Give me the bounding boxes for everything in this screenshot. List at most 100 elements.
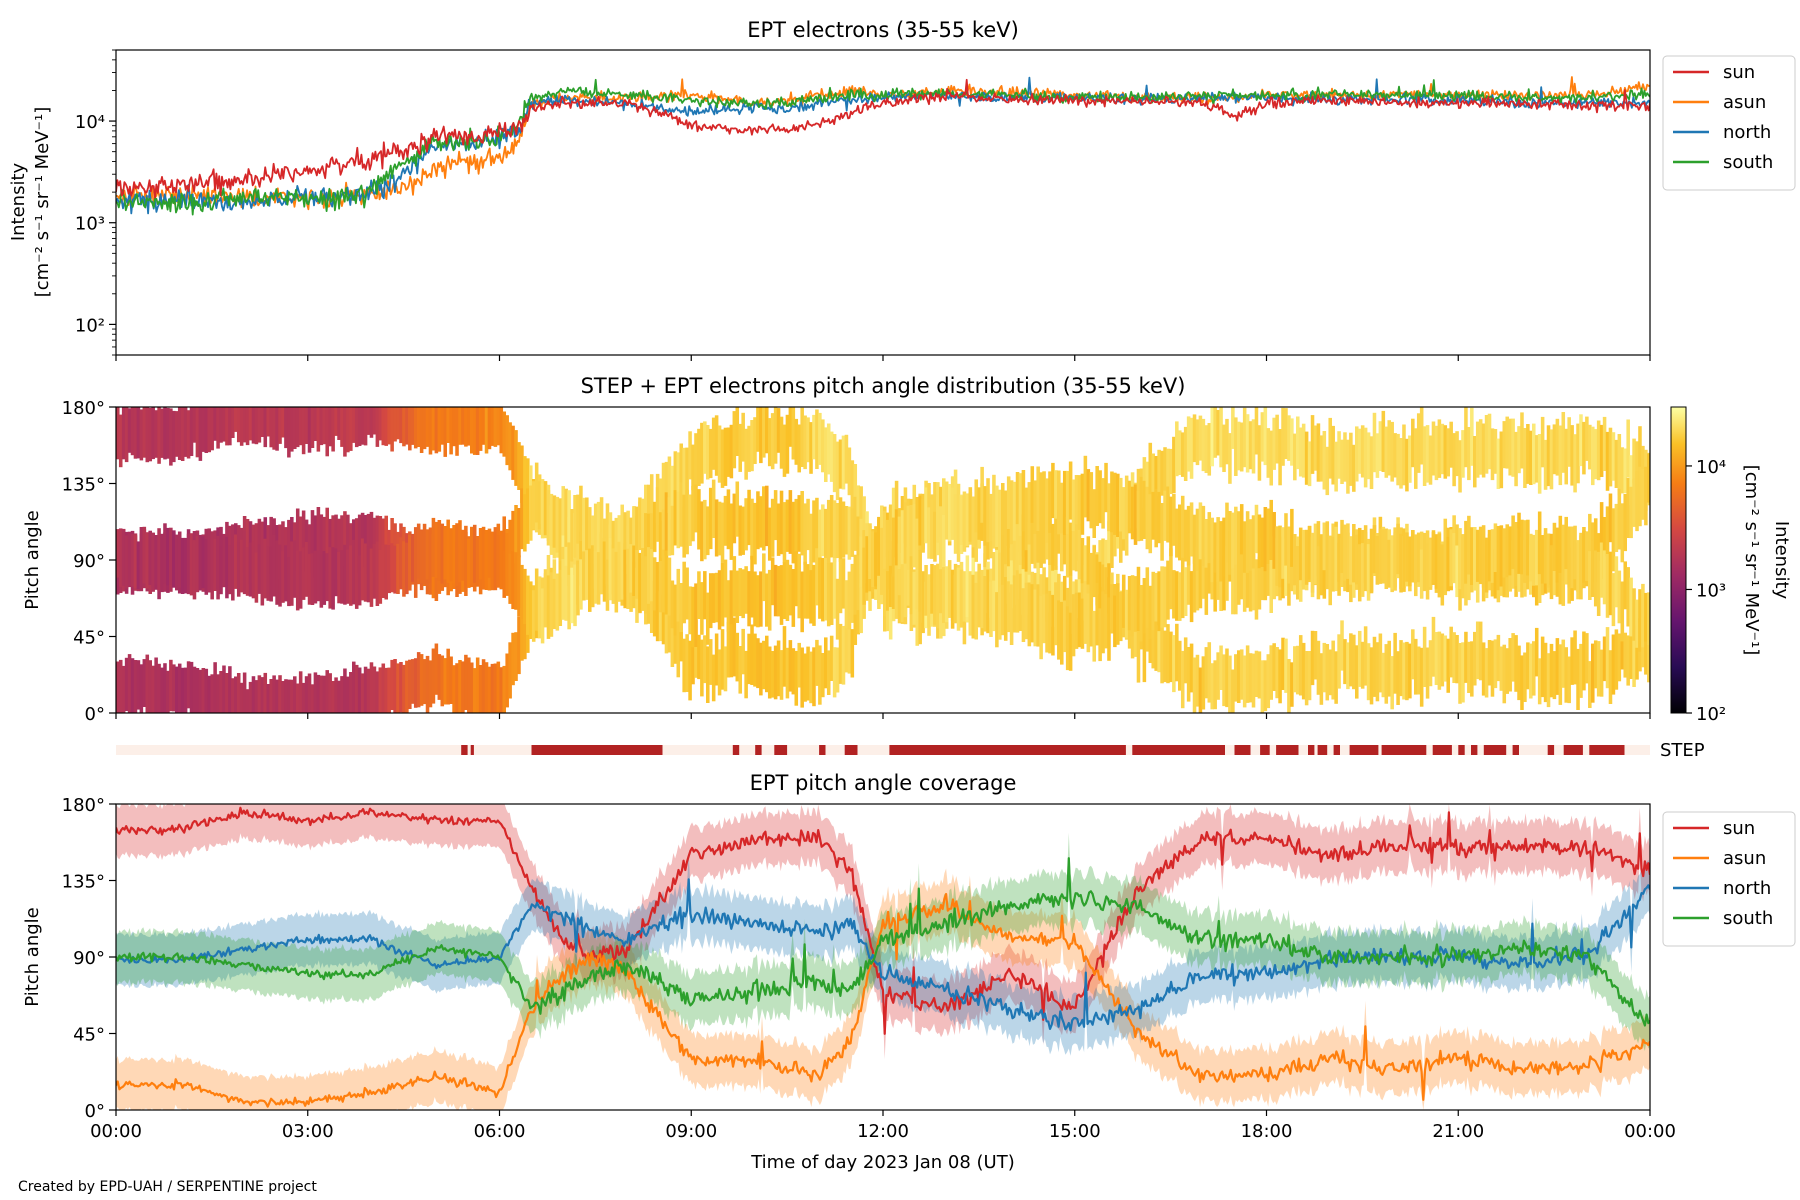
heatmap-cell xyxy=(853,464,858,523)
heatmap-cell xyxy=(1245,645,1250,703)
heatmap-cell xyxy=(767,569,772,631)
heatmap-cell xyxy=(800,571,804,633)
heatmap-cell xyxy=(1366,544,1371,601)
heatmap-cell xyxy=(1121,487,1126,540)
heatmap-cell xyxy=(1617,570,1622,624)
heatmap-cell xyxy=(1290,418,1294,466)
heatmap-cell xyxy=(546,575,551,639)
heatmap-cell xyxy=(216,407,220,449)
heatmap-cell xyxy=(1284,638,1288,693)
heatmap-cell xyxy=(325,670,329,713)
heatmap-cell xyxy=(832,647,837,698)
heatmap-cell xyxy=(750,420,754,472)
heatmap-cell xyxy=(773,407,778,464)
step-segment xyxy=(889,745,1126,755)
heatmap-cell xyxy=(779,650,784,700)
heatmap-cell xyxy=(915,518,919,570)
heatmap-cell xyxy=(316,407,321,452)
heatmap-cell xyxy=(1127,480,1132,534)
heatmap-cell xyxy=(1431,530,1436,584)
heatmap-cell xyxy=(1585,416,1589,461)
heatmap-cell xyxy=(838,623,843,684)
heatmap-cell xyxy=(776,640,781,697)
heatmap-cell xyxy=(824,427,828,482)
heatmap-cell xyxy=(744,650,748,699)
heatmap-cell xyxy=(210,407,214,451)
heatmap-cell xyxy=(1325,532,1330,590)
heatmap-cell xyxy=(192,666,197,713)
heatmap-cell xyxy=(759,642,763,696)
heatmap-cell xyxy=(1349,536,1353,585)
heatmap-cell xyxy=(481,407,486,445)
heatmap-cell xyxy=(1204,557,1209,615)
heatmap-cell xyxy=(682,561,686,624)
heatmap-cell xyxy=(1378,633,1383,693)
heatmap-cell xyxy=(514,552,518,610)
heatmap-cell xyxy=(670,580,675,629)
heatmap-cell xyxy=(313,672,318,713)
heatmap-cell xyxy=(862,547,866,605)
heatmap-cell xyxy=(1543,528,1548,584)
heatmap-cell xyxy=(703,421,707,474)
heatmap-cell xyxy=(1399,640,1403,697)
heatmap-cell xyxy=(130,658,135,713)
heatmap-cell xyxy=(475,657,480,713)
heatmap-cell xyxy=(1455,431,1459,477)
heatmap-cell xyxy=(405,660,409,713)
heatmap-cell xyxy=(573,564,577,627)
heatmap-cell xyxy=(272,534,276,597)
heatmap-cell xyxy=(534,462,539,523)
heatmap-cell xyxy=(685,447,689,506)
heatmap-cell xyxy=(782,424,787,477)
heatmap-cell xyxy=(1346,439,1350,494)
heatmap-cell xyxy=(1130,575,1135,637)
heatmap-cell xyxy=(641,498,645,559)
pad-y-tick-label: 45° xyxy=(73,628,105,649)
heatmap-cell xyxy=(1422,626,1427,687)
heatmap-cell xyxy=(1145,486,1150,550)
heatmap-cell xyxy=(531,590,536,642)
heatmap-cell xyxy=(998,489,1002,553)
heatmap-cell xyxy=(806,498,810,551)
heatmap-cell xyxy=(1526,642,1530,690)
heatmap-cell xyxy=(481,526,486,590)
heatmap-cell xyxy=(1296,546,1300,600)
heatmap-cell xyxy=(266,407,270,437)
coverage-y-tick-label: 180° xyxy=(62,795,105,816)
heatmap-cell xyxy=(1588,513,1592,577)
heatmap-cell xyxy=(136,407,141,459)
heatmap-cell xyxy=(691,586,695,648)
heatmap-cell xyxy=(1396,523,1400,575)
heatmap-cell xyxy=(1110,471,1114,533)
heatmap-cell xyxy=(1048,558,1052,613)
heatmap-cell xyxy=(682,447,686,508)
heatmap-cell xyxy=(1564,647,1568,703)
heatmap-cell xyxy=(1219,521,1223,582)
heatmap-cell xyxy=(1074,518,1079,572)
x-tick-label: 18:00 xyxy=(1241,1121,1293,1142)
heatmap-cell xyxy=(304,407,309,444)
heatmap-cell xyxy=(517,555,521,617)
heatmap-cell xyxy=(316,507,321,571)
heatmap-cell xyxy=(328,673,332,713)
heatmap-cell xyxy=(399,537,403,590)
heatmap-cell xyxy=(1293,534,1297,586)
heatmap-cell xyxy=(930,499,934,559)
heatmap-cell xyxy=(1425,543,1430,600)
heatmap-cell xyxy=(549,572,554,637)
heatmap-cell xyxy=(307,407,312,453)
heatmap-cell xyxy=(467,538,471,588)
heatmap-cell xyxy=(1139,476,1144,541)
heatmap-cell xyxy=(821,557,825,622)
heatmap-cell xyxy=(1219,562,1223,611)
heatmap-cell xyxy=(1169,631,1173,683)
heatmap-cell xyxy=(490,663,495,713)
heatmap-cell xyxy=(1493,523,1498,572)
heatmap-cell xyxy=(936,563,940,629)
heatmap-cell xyxy=(290,541,294,606)
heatmap-cell xyxy=(1573,434,1577,493)
heatmap-cell xyxy=(375,407,380,447)
heatmap-cell xyxy=(405,407,409,445)
heatmap-cell xyxy=(257,675,262,713)
heatmap-cell xyxy=(472,668,477,713)
